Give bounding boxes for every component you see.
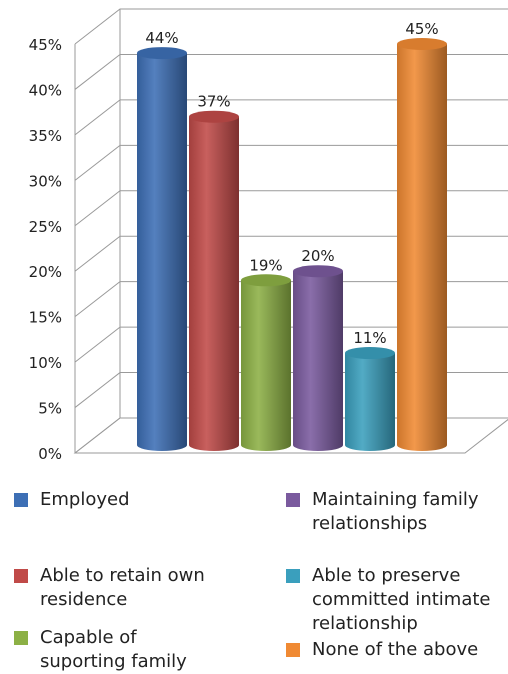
bar-top [345,347,395,360]
bar-body [345,353,395,451]
bar-top [397,38,447,50]
bar-top [293,265,343,278]
data-label: 20% [301,247,334,265]
y-axis-ticks: 0% 5% 10% 15% 20% 25% 30% 35% 40% 45% [29,36,62,460]
legend-swatch [14,631,28,645]
data-label: 19% [249,256,282,274]
bar [241,274,291,451]
data-labels: 44% 37% 19% 20% 11% 45% [145,20,438,347]
bar-top [189,110,239,123]
chart-bars [137,38,447,451]
legend-label: Able to preserve committed intimate rela… [312,565,491,634]
gridline [74,99,508,136]
chart-legend: Employed Able to retain own residence Ca… [0,478,508,674]
gridline [74,326,508,363]
bar [397,38,447,451]
y-tick-label: 5% [38,400,62,418]
y-tick-label: 20% [29,263,62,281]
legend-item-retain-residence: Able to retain own residence [14,564,220,612]
legend-swatch [14,569,28,583]
bar [345,347,395,451]
data-label: 11% [353,329,386,347]
legend-swatch [14,493,28,507]
gridline [74,8,508,45]
bar [137,47,187,451]
legend-label: None of the above [312,639,479,660]
legend-label: Capable of suporting family [40,627,187,672]
y-tick-label: 40% [29,81,62,99]
y-tick-label: 35% [29,127,62,145]
gridline [74,53,508,90]
y-tick-label: 15% [29,309,62,327]
legend-label: Employed [40,489,130,510]
bar-body [397,44,447,451]
bar-body [293,271,343,451]
legend-swatch [286,493,300,507]
y-tick-label: 0% [38,445,62,460]
legend-item-intimate-relationship: Able to preserve committed intimate rela… [286,564,492,636]
legend-item-employed: Employed [14,488,220,512]
legend-label: Able to retain own residence [40,565,205,610]
legend-swatch [286,643,300,657]
gridline [74,281,508,318]
legend-item-family-relationships: Maintaining family relationships [286,488,492,536]
gridline [74,144,508,181]
gridline [74,190,508,227]
bar-body [137,53,187,451]
legend-item-none-of-the-above: None of the above [286,638,492,662]
y-tick-label: 25% [29,218,62,236]
data-label: 37% [197,93,230,111]
bar-top [137,47,187,60]
bar-body [241,280,291,451]
bar [293,265,343,451]
data-label: 44% [145,29,178,47]
bar-chart: 0% 5% 10% 15% 20% 25% 30% 35% 40% 45% 44% 37% 19% 20… [29,8,508,460]
y-tick-label: 45% [29,36,62,54]
legend-item-supporting-family: Capable of suporting family [14,626,220,674]
y-tick-label: 30% [29,172,62,190]
data-label: 45% [405,20,438,38]
legend-swatch [286,569,300,583]
gridline [74,235,508,272]
bar [189,110,239,451]
bar-body [189,116,239,451]
bar-top [241,274,291,287]
y-tick-label: 10% [29,354,62,372]
legend-label: Maintaining family relationships [312,489,479,534]
